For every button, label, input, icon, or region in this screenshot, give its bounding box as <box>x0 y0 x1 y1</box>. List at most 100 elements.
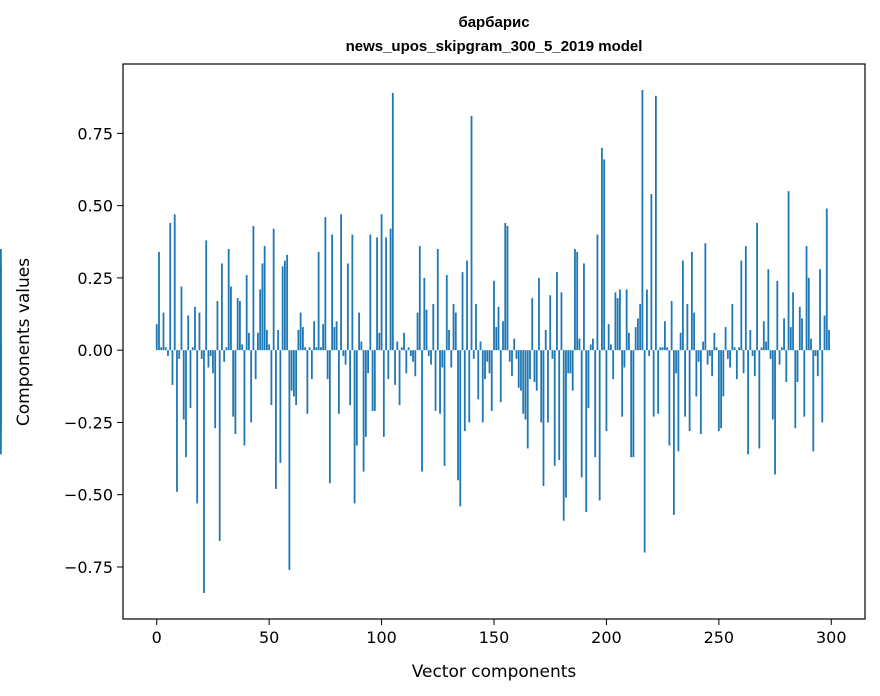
bar <box>816 350 819 377</box>
bar <box>394 350 396 385</box>
bar <box>601 147 603 351</box>
bar <box>225 347 228 351</box>
bar <box>0 350 2 455</box>
bar <box>504 222 507 351</box>
y-axis-ticks: 0.75 0.50 0.25 0.00 −0.25 −0.50 −0.75 <box>64 124 123 577</box>
bar <box>324 217 327 351</box>
bar <box>535 350 538 391</box>
bar <box>765 341 767 351</box>
bar <box>585 350 588 513</box>
bar <box>702 341 705 351</box>
bar <box>216 301 219 351</box>
bar <box>569 350 572 374</box>
bar <box>385 237 387 351</box>
bar <box>434 350 437 411</box>
chart-subtitle: news_upos_skipgram_300_5_2019 model <box>346 38 643 55</box>
x-tick-label: 0 <box>152 628 162 647</box>
x-tick-label: 150 <box>479 628 510 647</box>
bar <box>306 350 309 414</box>
bar <box>299 312 302 351</box>
x-tick-label: 200 <box>591 628 622 647</box>
bar <box>297 329 300 351</box>
bar <box>659 347 662 351</box>
bar <box>477 350 480 400</box>
bar <box>281 266 284 351</box>
bar <box>796 350 799 382</box>
bar <box>760 347 763 351</box>
bar <box>540 350 543 423</box>
bar <box>369 234 372 351</box>
bar <box>616 298 619 351</box>
bar <box>663 321 666 351</box>
y-tick-label: 0.75 <box>77 124 113 143</box>
bar <box>506 225 509 351</box>
bar <box>445 275 448 351</box>
bar <box>360 341 363 351</box>
bar <box>787 191 790 351</box>
bar <box>200 350 203 359</box>
bar <box>578 338 581 351</box>
bar <box>270 350 273 406</box>
bar <box>502 321 504 351</box>
bar <box>396 341 399 351</box>
bar <box>706 350 709 365</box>
bar <box>407 347 410 351</box>
bar <box>749 329 752 351</box>
bar <box>427 350 430 356</box>
bar <box>454 312 457 351</box>
bar <box>740 260 743 351</box>
bar <box>576 251 579 351</box>
bar <box>690 251 693 351</box>
bar <box>513 338 516 351</box>
bar <box>414 350 417 377</box>
bar <box>214 350 217 429</box>
bar <box>562 350 565 521</box>
bar <box>643 350 646 553</box>
bar <box>328 350 331 484</box>
bar <box>421 350 423 472</box>
bar <box>495 327 498 351</box>
bar <box>245 275 248 351</box>
bar <box>295 350 298 406</box>
bar <box>378 332 381 351</box>
bar <box>679 332 682 351</box>
bar <box>780 347 783 351</box>
bar <box>567 350 570 374</box>
bar <box>400 347 403 351</box>
bar <box>594 350 597 458</box>
bar <box>364 350 367 437</box>
x-tick-label: 50 <box>259 628 279 647</box>
bar <box>681 260 684 351</box>
bar <box>607 324 610 351</box>
bar <box>580 350 583 478</box>
bar <box>650 194 653 351</box>
bar <box>553 350 556 466</box>
bar <box>814 350 817 356</box>
bar <box>261 263 264 351</box>
bar <box>708 350 711 356</box>
bar <box>236 298 239 351</box>
bar <box>598 350 601 501</box>
bar <box>776 280 779 351</box>
bar <box>0 266 2 351</box>
bar <box>589 344 592 351</box>
bar <box>436 249 439 351</box>
bar <box>724 327 727 351</box>
bar <box>457 350 459 481</box>
bar <box>605 350 608 432</box>
bar <box>398 350 401 406</box>
bar <box>353 350 356 504</box>
bar <box>488 350 491 374</box>
bar <box>630 350 633 458</box>
bar <box>515 350 518 359</box>
bar <box>565 350 567 498</box>
bar <box>571 350 574 391</box>
bar <box>367 350 369 374</box>
bar <box>232 350 235 417</box>
y-tick-label: 0.25 <box>77 269 113 288</box>
bar <box>803 350 806 417</box>
bar <box>463 350 466 432</box>
bar <box>355 350 358 446</box>
chart-title: барбарис <box>458 14 529 31</box>
bar <box>263 246 266 351</box>
